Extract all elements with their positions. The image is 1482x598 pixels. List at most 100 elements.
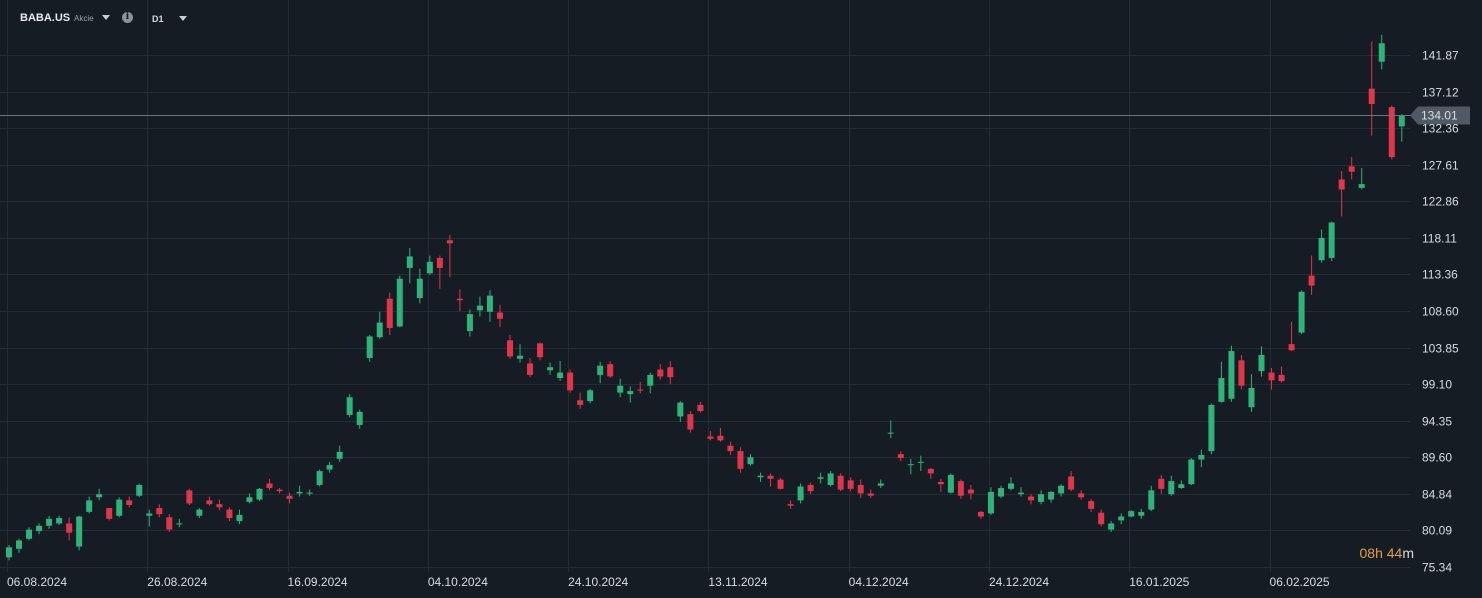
- candle[interactable]: [386, 292, 393, 335]
- candle[interactable]: [486, 290, 493, 322]
- candle[interactable]: [677, 401, 684, 422]
- candle[interactable]: [787, 500, 794, 509]
- candle[interactable]: [146, 509, 153, 527]
- candle[interactable]: [847, 477, 854, 492]
- candle[interactable]: [697, 401, 704, 413]
- candle[interactable]: [1208, 403, 1215, 455]
- candle[interactable]: [1268, 367, 1275, 390]
- candle[interactable]: [597, 361, 604, 384]
- timeframe-selector[interactable]: D1: [152, 14, 164, 24]
- candle[interactable]: [1248, 374, 1255, 412]
- candle[interactable]: [797, 483, 804, 504]
- candle[interactable]: [827, 471, 834, 487]
- candle[interactable]: [66, 517, 73, 541]
- candle[interactable]: [877, 479, 884, 489]
- candle[interactable]: [617, 378, 624, 398]
- candle[interactable]: [436, 255, 443, 289]
- candle[interactable]: [46, 515, 53, 529]
- candle[interactable]: [116, 497, 123, 518]
- candle[interactable]: [907, 458, 914, 475]
- candle[interactable]: [1038, 490, 1045, 505]
- candle[interactable]: [366, 334, 373, 362]
- candle[interactable]: [226, 507, 233, 522]
- symbol-label[interactable]: BABA.US: [20, 12, 71, 24]
- candle[interactable]: [186, 488, 193, 505]
- candle[interactable]: [56, 515, 63, 525]
- candle[interactable]: [456, 289, 463, 312]
- candle[interactable]: [156, 504, 163, 518]
- candle[interactable]: [557, 361, 564, 382]
- candle[interactable]: [96, 488, 103, 501]
- candle[interactable]: [1398, 114, 1405, 142]
- candle[interactable]: [917, 455, 924, 472]
- candle[interactable]: [657, 364, 664, 380]
- candle[interactable]: [1028, 494, 1035, 505]
- candle[interactable]: [807, 482, 814, 495]
- candle[interactable]: [687, 411, 694, 433]
- candle[interactable]: [236, 509, 243, 525]
- candle[interactable]: [1228, 345, 1235, 402]
- candle[interactable]: [1198, 449, 1205, 468]
- candle[interactable]: [967, 484, 974, 500]
- candle[interactable]: [1078, 490, 1085, 500]
- candle[interactable]: [1138, 508, 1145, 519]
- candle[interactable]: [476, 296, 483, 317]
- candle[interactable]: [196, 508, 203, 519]
- candle[interactable]: [1258, 346, 1265, 377]
- candle[interactable]: [547, 362, 554, 375]
- candle[interactable]: [276, 488, 283, 494]
- candle[interactable]: [376, 311, 383, 339]
- candle[interactable]: [647, 372, 654, 394]
- candle[interactable]: [977, 511, 984, 519]
- candle[interactable]: [767, 473, 774, 487]
- candle[interactable]: [396, 275, 403, 328]
- candle[interactable]: [346, 394, 353, 418]
- candle[interactable]: [216, 499, 223, 511]
- candle[interactable]: [466, 309, 473, 337]
- info-icon[interactable]: i: [122, 12, 133, 23]
- candle[interactable]: [1058, 484, 1065, 497]
- candle[interactable]: [1348, 157, 1355, 180]
- candle[interactable]: [927, 468, 934, 479]
- candle[interactable]: [406, 247, 413, 284]
- candle[interactable]: [166, 514, 173, 532]
- candle[interactable]: [206, 496, 213, 506]
- candle[interactable]: [1278, 366, 1285, 383]
- candle[interactable]: [256, 488, 263, 502]
- candle[interactable]: [1098, 509, 1105, 527]
- candle[interactable]: [6, 544, 12, 561]
- candle[interactable]: [1048, 491, 1055, 503]
- candle[interactable]: [527, 357, 534, 378]
- candle[interactable]: [987, 487, 994, 515]
- candle[interactable]: [957, 479, 964, 499]
- candle[interactable]: [537, 342, 544, 361]
- candle[interactable]: [817, 472, 824, 484]
- candle[interactable]: [1018, 487, 1025, 497]
- candle[interactable]: [777, 478, 784, 490]
- candle[interactable]: [126, 496, 133, 508]
- candle[interactable]: [86, 496, 93, 514]
- candle[interactable]: [757, 472, 764, 482]
- candle[interactable]: [426, 255, 433, 275]
- candle[interactable]: [286, 492, 293, 504]
- candle[interactable]: [1338, 170, 1345, 217]
- candle[interactable]: [667, 361, 674, 385]
- candle[interactable]: [1148, 485, 1155, 512]
- candle[interactable]: [1108, 521, 1115, 532]
- candle[interactable]: [1218, 361, 1225, 403]
- candle[interactable]: [837, 473, 844, 492]
- candle[interactable]: [1188, 458, 1195, 485]
- candle[interactable]: [1318, 229, 1325, 263]
- candle[interactable]: [627, 386, 634, 403]
- candle[interactable]: [296, 485, 303, 497]
- candle[interactable]: [36, 523, 43, 535]
- candle[interactable]: [887, 420, 894, 439]
- candle[interactable]: [496, 304, 503, 328]
- candle[interactable]: [577, 392, 584, 409]
- candle[interactable]: [1328, 221, 1335, 262]
- candle[interactable]: [727, 441, 734, 455]
- candle[interactable]: [587, 388, 594, 404]
- candle[interactable]: [176, 518, 183, 528]
- candle[interactable]: [266, 478, 273, 491]
